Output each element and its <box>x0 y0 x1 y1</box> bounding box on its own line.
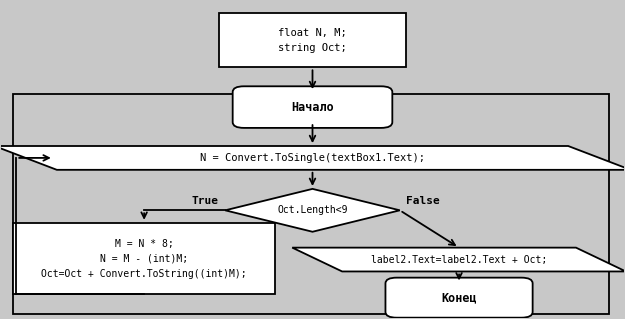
Polygon shape <box>0 146 625 170</box>
Text: M = N * 8;
N = M - (int)M;
Oct=Oct + Convert.ToString((int)M);: M = N * 8; N = M - (int)M; Oct=Oct + Con… <box>41 239 247 278</box>
Text: True: True <box>192 196 219 205</box>
Text: Oct.Length<9: Oct.Length<9 <box>278 205 348 215</box>
Bar <box>13 94 609 314</box>
FancyBboxPatch shape <box>232 86 392 128</box>
Text: Начало: Начало <box>291 100 334 114</box>
Bar <box>219 13 406 67</box>
Text: float N, M;
string Oct;: float N, M; string Oct; <box>278 28 347 53</box>
Bar <box>13 223 275 294</box>
Polygon shape <box>292 248 625 271</box>
FancyBboxPatch shape <box>386 278 532 318</box>
Text: label2.Text=label2.Text + Oct;: label2.Text=label2.Text + Oct; <box>371 255 547 264</box>
Text: N = Convert.ToSingle(textBox1.Text);: N = Convert.ToSingle(textBox1.Text); <box>200 153 425 163</box>
Polygon shape <box>225 189 400 232</box>
Text: Конец: Конец <box>441 291 477 304</box>
Text: False: False <box>406 196 440 205</box>
